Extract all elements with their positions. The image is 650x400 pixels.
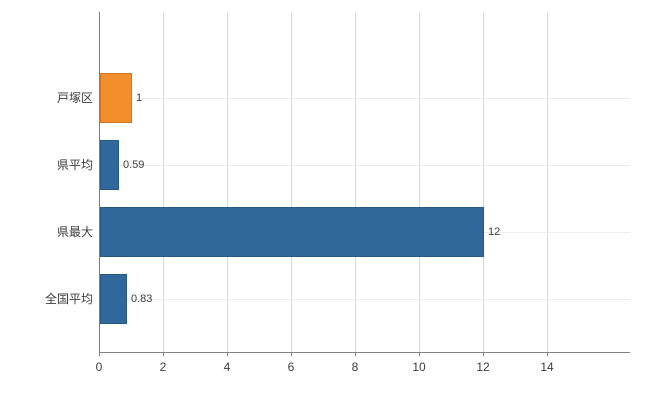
gridline-horizontal (99, 98, 630, 99)
bar (100, 207, 484, 257)
category-label: 戸塚区 (56, 91, 93, 105)
bar (100, 274, 127, 324)
x-axis-tick (419, 352, 420, 356)
x-axis-tick (483, 352, 484, 356)
x-axis-tick (355, 352, 356, 356)
x-axis-tick (99, 352, 100, 356)
category-label: 県平均 (56, 158, 93, 172)
gridline-vertical (291, 12, 292, 352)
x-tick-label: 4 (223, 360, 231, 374)
x-axis-tick (547, 352, 548, 356)
gridline-vertical (227, 12, 228, 352)
gridline-vertical (419, 12, 420, 352)
bar-value-label: 0.83 (131, 293, 153, 305)
x-tick-label: 12 (476, 360, 490, 374)
x-tick-label: 10 (412, 360, 426, 374)
category-label: 県最大 (56, 225, 93, 239)
gridline-horizontal (99, 299, 630, 300)
x-axis-tick (163, 352, 164, 356)
gridline-vertical (355, 12, 356, 352)
x-axis-tick (227, 352, 228, 356)
gridline-horizontal (99, 165, 630, 166)
category-label: 全国平均 (44, 292, 93, 306)
gridline-vertical (547, 12, 548, 352)
x-axis-line (99, 352, 630, 353)
bar-value-label: 12 (488, 226, 501, 238)
gridline-vertical (163, 12, 164, 352)
x-axis-tick (291, 352, 292, 356)
bar (100, 140, 119, 190)
gridline-vertical (483, 12, 484, 352)
x-tick-label: 0 (95, 360, 103, 374)
bar (100, 73, 132, 123)
y-axis-line (99, 12, 100, 352)
x-tick-label: 14 (540, 360, 554, 374)
x-tick-label: 2 (159, 360, 167, 374)
bar-value-label: 0.59 (123, 159, 145, 171)
bar-value-label: 1 (136, 92, 143, 104)
x-tick-label: 6 (287, 360, 295, 374)
x-tick-label: 8 (351, 360, 359, 374)
